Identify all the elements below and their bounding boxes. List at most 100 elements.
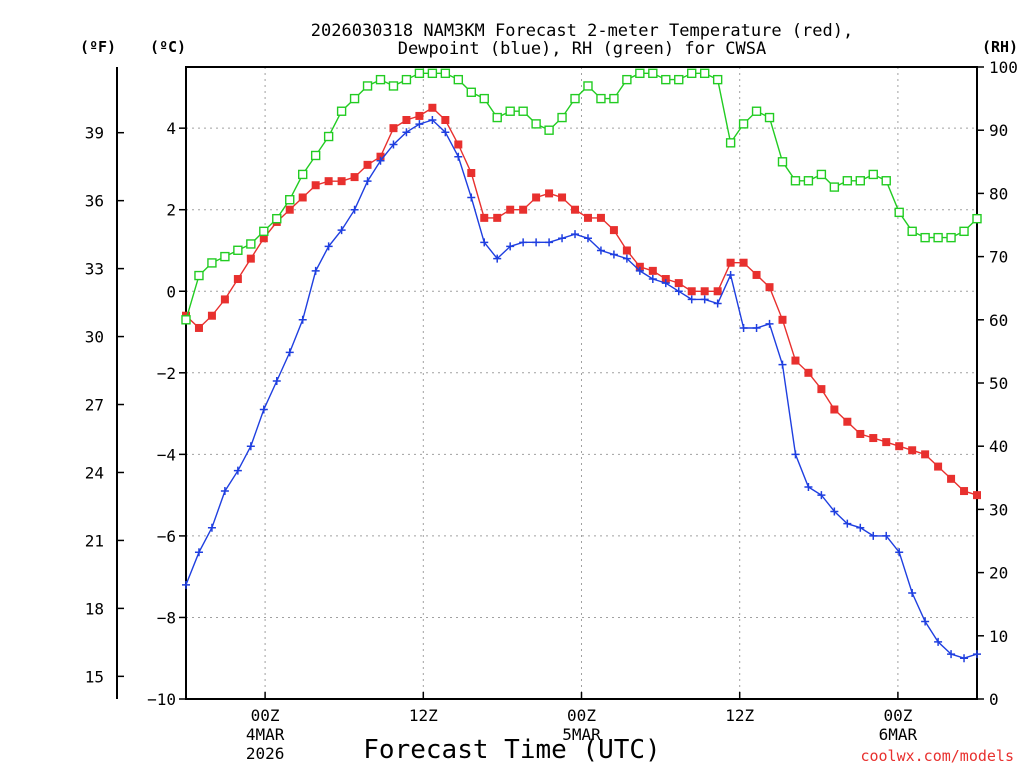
dewpoint-point (259, 405, 268, 414)
grid-lines (186, 67, 977, 699)
dewpoint-point (246, 442, 255, 451)
celsius-tick-label: −6 (157, 527, 176, 546)
credit-link[interactable]: coolwx.com/models (860, 747, 1014, 765)
temperature-series (182, 103, 981, 500)
temperature-point (467, 169, 476, 178)
dewpoint-point (661, 279, 670, 288)
temperature-point (596, 213, 605, 222)
dewpoint-point (441, 128, 450, 137)
dewpoint-point (739, 323, 748, 332)
temperature-point (882, 438, 891, 447)
temperature-point (337, 177, 346, 186)
plot-frame (185, 66, 978, 700)
rh-point (401, 74, 412, 85)
dewpoint-point (752, 323, 761, 332)
rh-point (362, 81, 373, 91)
rh-point (881, 176, 891, 186)
dewpoint-point (674, 287, 683, 296)
temperature-point (609, 226, 618, 235)
dewpoint-point (324, 242, 333, 251)
dewpoint-point (272, 376, 281, 385)
rh-point (336, 106, 347, 116)
rh-point (933, 232, 943, 243)
temperature-point (571, 205, 580, 214)
x-axis-title: Forecast Time (UTC) (363, 735, 660, 765)
x-tick-label: 00Z (883, 706, 912, 725)
dewpoint-point (233, 466, 242, 475)
rh-point (596, 93, 606, 104)
temperature-point (778, 315, 787, 324)
temperature-point (791, 356, 800, 365)
dewpoint-point (869, 531, 878, 540)
fahrenheit-tick-label: 39 (85, 124, 104, 143)
rh-tick-label: 10 (989, 627, 1008, 646)
temperature-point (765, 283, 774, 292)
rh-point (414, 68, 425, 79)
celsius-tick-label: −8 (157, 608, 176, 627)
rh-point (622, 74, 632, 85)
dewpoint-point (804, 482, 813, 491)
dewpoint-point (182, 580, 190, 589)
rh-point (505, 106, 515, 116)
rh-tick-label: 100 (989, 58, 1018, 77)
fahrenheit-tick-label: 30 (85, 328, 104, 347)
temperature-point (687, 287, 696, 296)
temperature-point (428, 103, 437, 112)
rh-point (388, 81, 399, 91)
rh-point (609, 93, 619, 104)
rh-point (764, 112, 775, 123)
rh-tick-label: 80 (989, 184, 1008, 203)
temperature-point (726, 258, 735, 267)
rh-point (259, 226, 269, 237)
temperature-point (817, 385, 826, 394)
dewpoint-point (765, 319, 774, 328)
dewpoint-point (298, 315, 307, 324)
rh-unit-label: (RH) (982, 38, 1018, 56)
dewpoint-point (480, 238, 489, 247)
temperature-point (648, 266, 657, 275)
temperature-point (285, 205, 294, 214)
dewpoint-point (583, 234, 592, 243)
temperature-point (843, 417, 852, 426)
rh-point (544, 125, 554, 135)
temperature-point (246, 254, 255, 263)
rh-point (518, 106, 528, 116)
celsius-tick-label: 4 (166, 119, 176, 138)
rh-point (687, 68, 697, 79)
rh-point (751, 106, 762, 116)
dewpoint-point (700, 295, 709, 304)
temperature-point (947, 474, 956, 483)
temperature-point (830, 405, 839, 414)
fahrenheit-tick-label: 36 (85, 192, 104, 211)
rh-point (907, 226, 917, 237)
dewpoint-point (545, 238, 554, 247)
temperature-point (545, 189, 554, 198)
celsius-tick-label: 2 (166, 201, 176, 220)
temperature-point (558, 193, 567, 202)
rh-point (298, 169, 308, 180)
fahrenheit-tick-label: 21 (85, 531, 104, 550)
dewpoint-point (350, 205, 359, 214)
x-tick-year-label: 2026 (246, 744, 285, 763)
rh-point (738, 119, 749, 129)
temperature-point (220, 295, 229, 304)
x-tick-date-label: 5MAR (562, 725, 601, 744)
temperature-point (856, 429, 865, 438)
rh-point (427, 68, 438, 79)
temperature-point (233, 275, 242, 284)
x-tick-date-label: 6MAR (879, 725, 918, 744)
dewpoint-point (622, 254, 631, 263)
dewpoint-point (519, 238, 528, 247)
dewpoint-line (185, 119, 978, 659)
temperature-point (298, 193, 307, 202)
rh-point (712, 74, 723, 85)
dewpoint-point (596, 246, 605, 255)
temperature-point (713, 287, 722, 296)
rh-point (829, 182, 840, 192)
dewpoint-point (687, 295, 696, 304)
x-tick-label: 00Z (567, 706, 596, 725)
rh-point (583, 81, 593, 91)
temperature-point (415, 111, 424, 120)
rh-point (323, 131, 334, 142)
temperature-point (454, 140, 463, 149)
